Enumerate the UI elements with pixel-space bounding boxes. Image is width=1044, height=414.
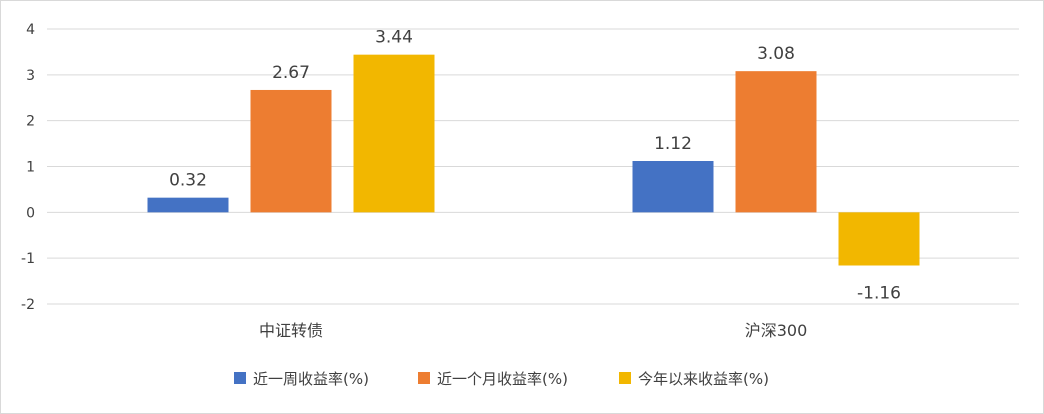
y-tick-label: 2 <box>26 114 35 130</box>
legend-label: 今年以来收益率(%) <box>638 370 769 388</box>
data-label: -1.16 <box>857 284 901 304</box>
legend-swatch <box>418 372 430 384</box>
category-label: 沪深300 <box>745 321 808 340</box>
bar-2-2 <box>735 71 817 213</box>
y-tick-label: -1 <box>21 251 35 267</box>
category-label: 中证转债 <box>259 321 323 340</box>
data-label: 3.44 <box>375 28 413 48</box>
data-label: 3.08 <box>757 44 795 64</box>
legend-item: 近一个月收益率(%) <box>418 370 568 388</box>
data-labels: 0.32 2.67 3.44 1.12 3.08 -1.16 <box>169 28 901 304</box>
bar-1-2 <box>250 89 332 213</box>
y-tick-label: 4 <box>26 22 35 38</box>
y-tick-label: -2 <box>21 297 35 313</box>
y-tick-label: 3 <box>26 68 35 84</box>
y-axis-tick-labels: -2 -1 0 1 2 3 4 <box>21 22 35 313</box>
data-label: 1.12 <box>654 134 692 154</box>
legend: 近一周收益率(%) 近一个月收益率(%) 今年以来收益率(%) <box>234 370 769 388</box>
y-tick-label: 1 <box>26 160 35 176</box>
bar-1-1 <box>147 197 229 213</box>
bar-2-1 <box>632 161 714 213</box>
bar-2-3 <box>838 212 920 266</box>
bars <box>147 54 920 266</box>
data-label: 2.67 <box>272 63 310 83</box>
legend-swatch <box>234 372 246 384</box>
legend-swatch <box>619 372 631 384</box>
legend-label: 近一周收益率(%) <box>253 370 369 388</box>
data-label: 0.32 <box>169 171 207 191</box>
legend-item: 今年以来收益率(%) <box>619 370 769 388</box>
category-labels: 中证转债 沪深300 <box>259 321 807 340</box>
y-tick-label: 0 <box>26 205 35 221</box>
legend-label: 近一个月收益率(%) <box>437 370 568 388</box>
legend-item: 近一周收益率(%) <box>234 370 369 388</box>
bar-1-3 <box>353 54 435 213</box>
